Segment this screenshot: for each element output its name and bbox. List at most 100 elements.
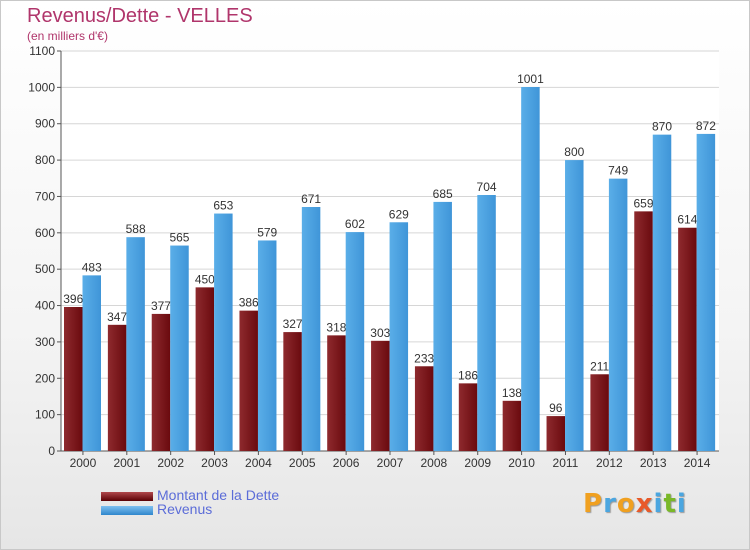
bar-dette: [458, 383, 478, 451]
bar-revenus: [345, 232, 365, 451]
x-tick-label: 2014: [684, 456, 711, 470]
bar-revenus: [433, 201, 452, 451]
bar-revenus: [565, 160, 584, 451]
bar-revenus: [301, 207, 321, 451]
bar-dette: [371, 340, 390, 451]
bar-dette: [151, 313, 171, 451]
bar-dette: [678, 227, 697, 451]
bar-revenus: [477, 195, 496, 451]
bar-revenus: [257, 240, 277, 451]
x-tick-label: 2009: [464, 456, 491, 470]
data-label: 347: [107, 310, 127, 324]
data-label: 96: [549, 401, 563, 415]
bar-revenus: [214, 213, 233, 451]
x-tick-label: 2011: [553, 456, 579, 470]
logo-letter: i: [653, 489, 664, 519]
data-label: 565: [169, 231, 189, 245]
x-tick-label: 2005: [289, 456, 316, 470]
x-tick-label: 2000: [70, 456, 97, 470]
logo-letter: t: [663, 489, 677, 519]
x-tick-label: 2010: [508, 456, 535, 470]
bar-dette: [502, 400, 522, 451]
logo-letter: i: [676, 489, 687, 519]
chart-title: Revenus/Dette - VELLES: [27, 5, 253, 27]
y-tick-label: 0: [48, 444, 55, 458]
bar-dette: [283, 332, 302, 451]
data-label: 386: [239, 296, 259, 310]
x-tick-label: 2002: [157, 456, 184, 470]
data-label: 483: [82, 260, 102, 274]
bar-dette: [239, 310, 258, 451]
data-label: 671: [301, 192, 321, 206]
bar-dette: [414, 366, 434, 451]
data-label: 653: [213, 199, 233, 213]
legend-swatch-dette: [101, 492, 153, 501]
bar-dette: [590, 374, 609, 451]
x-tick-label: 2008: [421, 456, 448, 470]
logo-letter: x: [635, 489, 654, 519]
data-label: 872: [696, 119, 716, 133]
data-label: 450: [195, 272, 215, 286]
x-tick-label: 2003: [201, 456, 228, 470]
data-label: 870: [652, 120, 672, 134]
x-tick-label: 2007: [377, 456, 404, 470]
y-tick-label: 400: [35, 299, 55, 313]
y-tick-label: 300: [35, 335, 55, 349]
bar-dette: [195, 287, 215, 451]
data-label: 233: [414, 351, 434, 365]
x-tick-label: 2001: [113, 456, 140, 470]
bar-dette: [546, 416, 566, 451]
logo-letter: r: [603, 489, 617, 519]
bar-revenus: [389, 222, 409, 451]
bar-dette: [64, 307, 83, 451]
data-label: 303: [370, 326, 390, 340]
bar-dette: [327, 335, 346, 451]
data-label: 138: [502, 386, 522, 400]
proxiti-logo[interactable]: Proxiti: [583, 489, 687, 519]
data-label: 396: [63, 292, 83, 306]
x-tick-label: 2012: [596, 456, 623, 470]
data-label: 602: [345, 217, 365, 231]
legend-swatch-revenus: [101, 506, 153, 515]
y-tick-label: 200: [35, 371, 55, 385]
data-label: 704: [477, 180, 497, 194]
y-tick-label: 700: [35, 189, 55, 203]
legend-label-dette: Montant de la Dette: [157, 487, 280, 503]
data-label: 211: [590, 359, 609, 373]
bar-revenus: [126, 237, 145, 451]
bar-revenus: [652, 134, 672, 452]
data-label: 377: [151, 299, 171, 313]
data-label: 318: [326, 320, 346, 334]
data-label: 1001: [517, 72, 544, 86]
data-label: 614: [677, 213, 697, 227]
bar-revenus: [170, 245, 189, 451]
bar-revenus: [82, 275, 101, 451]
data-label: 588: [126, 222, 146, 236]
bar-revenus: [696, 133, 716, 451]
data-label: 659: [634, 196, 654, 210]
x-tick-label: 2013: [640, 456, 667, 470]
data-label: 800: [564, 145, 584, 159]
logo-letter: o: [616, 489, 636, 519]
chart-subtitle: (en milliers d'€): [27, 29, 108, 43]
y-tick-label: 500: [35, 262, 55, 276]
data-label: 579: [257, 225, 277, 239]
y-tick-label: 900: [35, 117, 55, 131]
data-label: 749: [608, 164, 628, 178]
bar-dette: [634, 211, 653, 451]
x-tick-label: 2004: [245, 456, 272, 470]
y-tick-label: 600: [35, 226, 55, 240]
bar-revenus: [521, 87, 540, 451]
x-tick-label: 2006: [333, 456, 360, 470]
bar-revenus: [608, 178, 628, 452]
legend-label-revenus: Revenus: [157, 501, 213, 517]
logo-letter: P: [583, 489, 604, 519]
y-tick-label: 1000: [28, 80, 55, 94]
data-label: 629: [389, 207, 409, 221]
data-label: 685: [433, 187, 453, 201]
y-tick-label: 100: [35, 408, 55, 422]
data-label: 327: [283, 317, 303, 331]
y-tick-label: 1100: [29, 44, 55, 58]
